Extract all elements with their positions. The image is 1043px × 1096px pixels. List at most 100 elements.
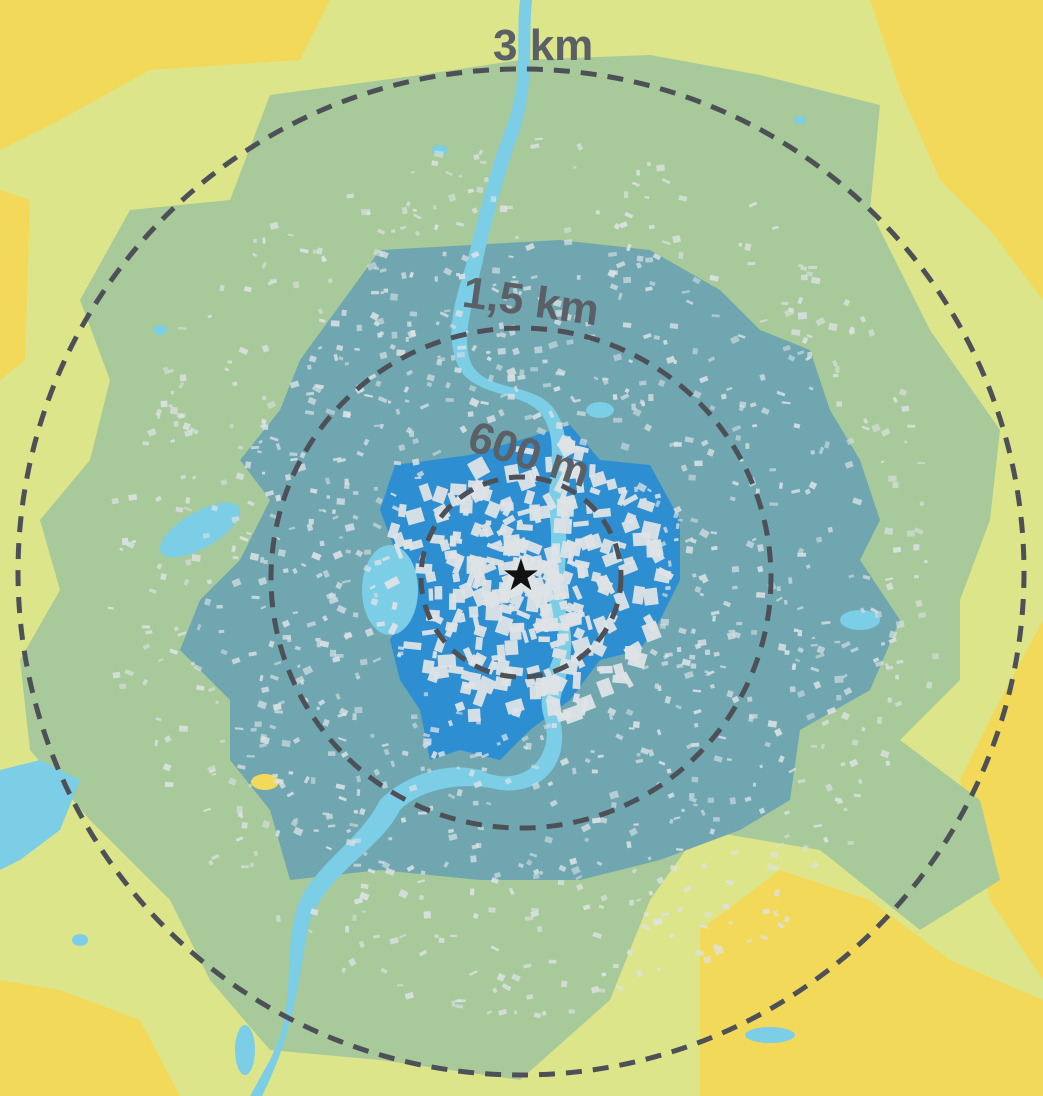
building [664,695,672,704]
building [338,795,347,802]
building [663,526,669,534]
building [251,595,260,600]
building [491,267,501,274]
building [275,914,281,923]
building [568,1009,575,1014]
building [234,727,244,730]
building [495,658,510,677]
building [748,713,758,719]
building [269,724,277,730]
building [461,254,470,263]
building [275,494,282,502]
building [517,506,536,517]
building [840,711,850,721]
building [272,773,278,778]
building [445,170,453,176]
building [542,382,552,388]
building [380,250,389,259]
building [623,276,632,284]
building [322,812,330,816]
building [447,491,459,508]
building [796,606,804,611]
building [624,211,634,219]
building [537,296,543,303]
building [286,791,295,798]
building [752,782,757,787]
building [449,323,457,330]
building [746,696,753,703]
building [308,518,314,525]
building [470,855,477,863]
building [504,639,519,656]
building [207,765,217,774]
building [842,673,848,679]
building [238,445,243,450]
building [418,894,425,901]
building [903,440,908,444]
building [773,889,781,897]
building [901,405,910,412]
building [919,501,924,506]
building [598,816,608,824]
building [599,538,614,555]
building [456,538,463,545]
building [341,309,347,317]
building [262,395,267,401]
building [698,573,708,581]
building [836,401,842,407]
building [570,652,579,664]
building [589,486,601,496]
building [444,622,456,638]
building [498,545,505,553]
building [615,261,626,269]
building [372,248,383,257]
building [613,353,623,362]
building [413,213,422,220]
building [495,363,503,372]
building [257,576,268,586]
building [598,904,605,909]
building [774,727,783,737]
building [536,426,547,436]
building [410,170,415,174]
building [337,737,347,742]
building [643,423,653,432]
building [246,531,252,536]
building [843,299,851,307]
building [859,607,866,614]
building [564,602,576,614]
building [534,677,545,686]
building [292,611,299,615]
building [566,339,574,346]
building [642,587,659,606]
building [707,797,715,803]
building [492,283,497,287]
building [647,856,652,861]
building [398,933,407,939]
building [725,879,734,886]
building [718,735,727,740]
building [492,987,498,994]
ring-600m [418,474,624,680]
building [828,322,838,332]
building [666,768,672,774]
building [459,425,468,434]
building [372,934,380,939]
building [692,390,702,399]
building [434,276,438,282]
building [434,933,440,939]
building [681,658,692,667]
building [570,865,581,875]
building [633,823,639,826]
building [183,506,193,512]
building [571,602,585,614]
building [744,242,752,252]
building [818,446,825,455]
building [426,381,433,388]
building [896,659,904,664]
building [336,344,344,352]
building [656,967,661,972]
building [555,421,564,430]
building [720,665,727,669]
building [553,318,562,326]
